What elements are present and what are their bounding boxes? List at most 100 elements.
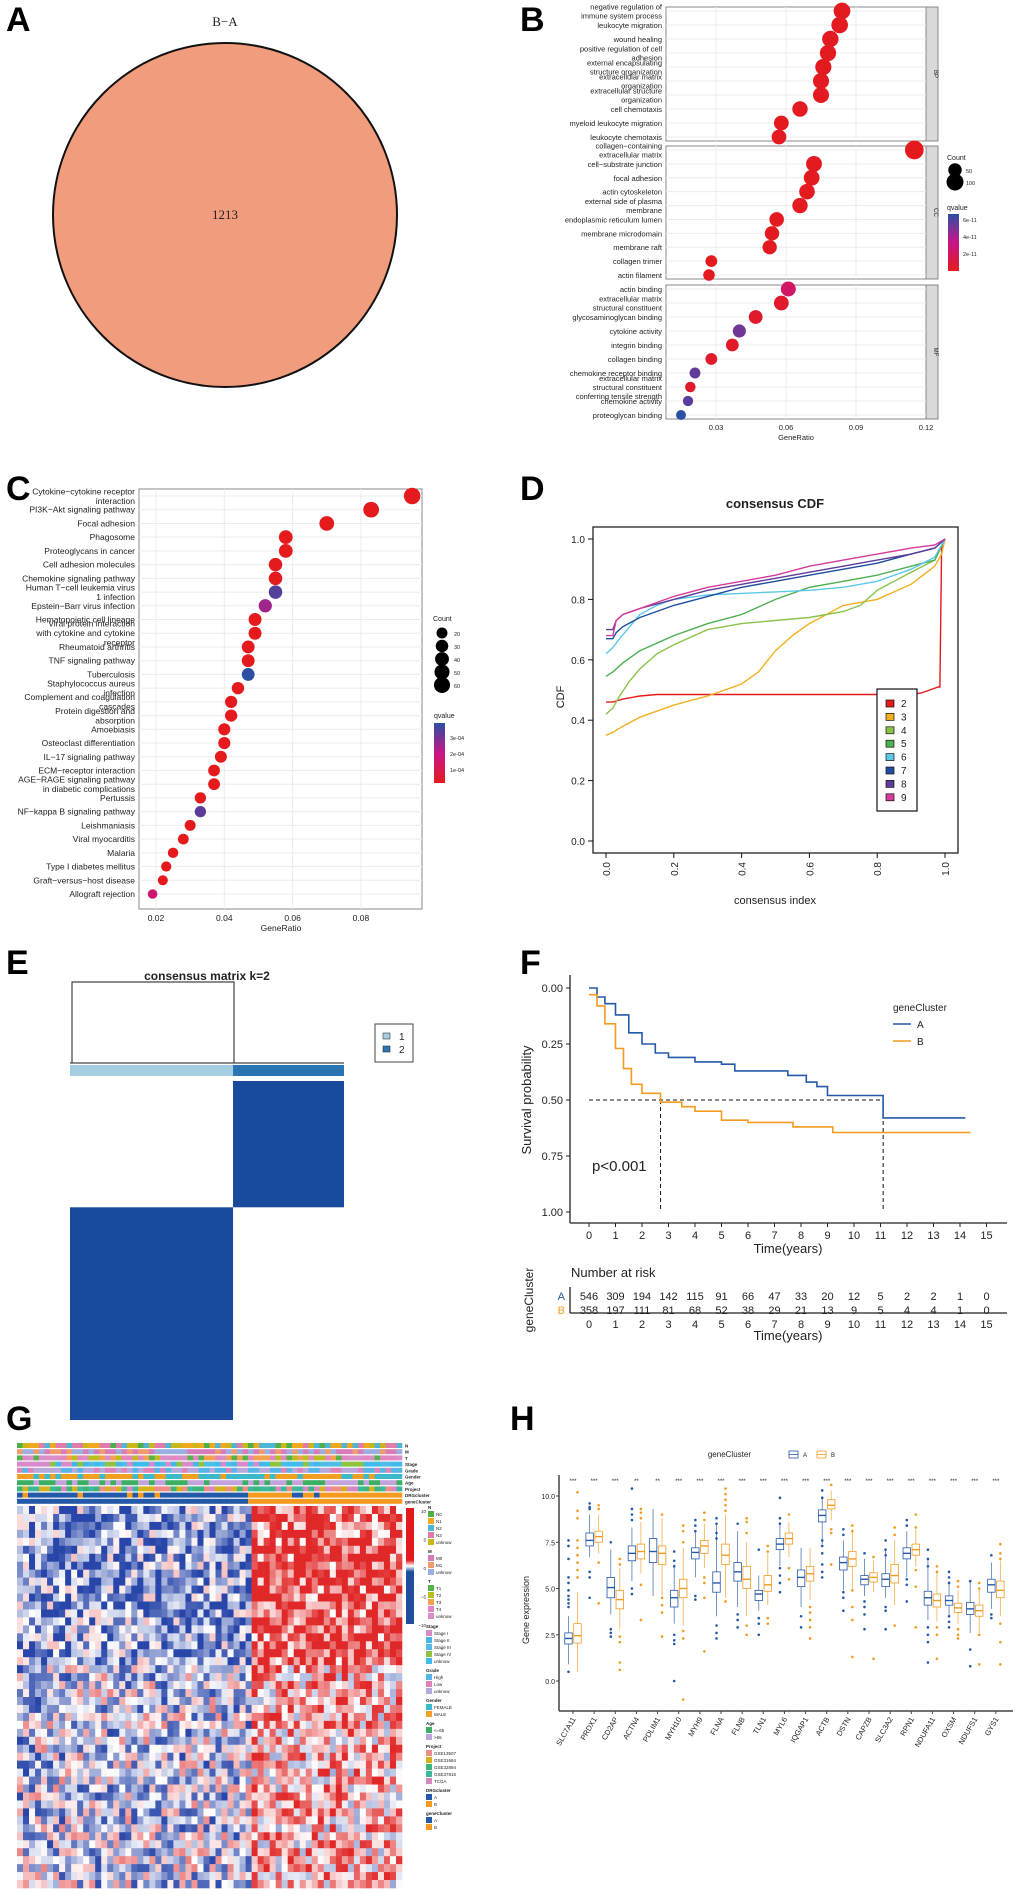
heatmap-cell	[293, 1808, 301, 1817]
annotation-cell	[94, 1480, 100, 1486]
annotation-row-label: T	[405, 1456, 408, 1461]
heatmap-cell	[173, 1816, 180, 1825]
heatmap-cell	[245, 1848, 252, 1857]
box-iqr	[573, 1623, 582, 1644]
outlier-point	[884, 1605, 887, 1609]
heatmap-cell	[113, 1601, 120, 1610]
legend-label: B	[434, 1825, 437, 1830]
heatmap-cell	[65, 1744, 72, 1754]
heatmap-cell	[311, 1840, 319, 1849]
heatmap-cell	[65, 1752, 72, 1761]
heatmap-cell	[149, 1856, 156, 1865]
risk-count: 91	[715, 1291, 727, 1303]
heatmap-cell	[155, 1768, 162, 1777]
annotation-cell	[380, 1443, 386, 1448]
risk-count: 9	[851, 1305, 857, 1317]
heatmap-cell	[53, 1880, 60, 1889]
heatmap-cell	[59, 1601, 66, 1610]
heatmap-cell	[203, 1521, 210, 1531]
annotation-cell	[231, 1480, 238, 1486]
heatmap-cell	[305, 1744, 313, 1754]
size-legend-label: 20	[454, 632, 460, 638]
risk-x-tick-label: 6	[745, 1319, 751, 1331]
heatmap-cell	[203, 1577, 210, 1586]
facet-plot-area	[665, 6, 927, 142]
annotation-cell	[292, 1449, 298, 1455]
annotation-cell	[308, 1443, 315, 1448]
risk-count: 21	[795, 1305, 807, 1317]
legend-swatch	[426, 1630, 432, 1636]
annotation-cell	[61, 1449, 67, 1455]
size-legend-dot	[433, 676, 451, 694]
annotation-cell	[231, 1449, 238, 1455]
heatmap-cell	[119, 1816, 126, 1825]
heatmap-cell	[23, 1880, 30, 1889]
annotation-cell	[226, 1455, 232, 1461]
heatmap-cell	[47, 1712, 54, 1722]
heatmap-cell	[329, 1521, 337, 1531]
heatmap-cell	[377, 1792, 385, 1801]
annotation-cell	[275, 1498, 282, 1504]
heatmap-cell	[287, 1728, 295, 1738]
pathway-dot	[268, 557, 283, 572]
annotation-cell	[385, 1461, 392, 1467]
heatmap-cell	[155, 1601, 162, 1610]
heatmap-cell	[251, 1880, 258, 1889]
annotation-cell	[149, 1455, 155, 1461]
heatmap-cell	[215, 1744, 222, 1754]
heatmap-cell	[101, 1521, 108, 1531]
heatmap-cell	[359, 1784, 367, 1793]
heatmap-cell	[149, 1625, 156, 1634]
heatmap-cell	[221, 1752, 228, 1761]
heatmap-cell	[227, 1840, 234, 1849]
heatmap-cell	[41, 1744, 48, 1754]
heatmap-cell	[125, 1816, 132, 1825]
heatmap-cell	[83, 1736, 90, 1746]
heatmap-cell	[53, 1704, 60, 1714]
annotation-cell	[292, 1492, 298, 1498]
heatmap-cell	[209, 1689, 216, 1698]
heatmap-cell	[269, 1776, 276, 1785]
annotation-cell	[121, 1461, 128, 1467]
heatmap-cell	[107, 1784, 114, 1793]
panel-label-e: E	[6, 944, 29, 982]
heatmap-cell	[101, 1784, 108, 1793]
heatmap-cell	[131, 1665, 138, 1674]
heatmap-cell	[155, 1553, 162, 1563]
heatmap-cell	[251, 1712, 258, 1722]
heatmap-cell	[197, 1800, 204, 1809]
heatmap-cell	[221, 1617, 228, 1626]
heatmap-cell	[257, 1800, 264, 1809]
heatmap-cell	[29, 1864, 36, 1873]
term-dot	[748, 310, 763, 324]
heatmap-cell	[227, 1704, 234, 1714]
annotation-cell	[94, 1455, 100, 1461]
term-dot	[792, 197, 808, 214]
heatmap-cell	[395, 1752, 403, 1761]
heatmap-cell	[293, 1649, 301, 1658]
term-label: cell−substrate junction	[588, 160, 662, 169]
term-label: chemokine activity	[601, 397, 663, 406]
heatmap-cell	[383, 1689, 391, 1698]
gene-label: CD2AP	[600, 1716, 620, 1742]
annotation-cell	[380, 1498, 386, 1504]
heatmap-cell	[251, 1633, 258, 1642]
heatmap-cell	[335, 1712, 343, 1722]
heatmap-cell	[47, 1776, 54, 1785]
annotation-cell	[204, 1461, 210, 1467]
annotation-cell	[275, 1492, 282, 1498]
heatmap-cell	[41, 1649, 48, 1658]
consensus-block-1	[70, 1207, 234, 1420]
heatmap-cell	[47, 1545, 54, 1555]
annotation-cell	[17, 1455, 23, 1461]
heatmap-cell	[293, 1506, 301, 1515]
annotation-cell	[83, 1498, 89, 1504]
heatmap-cell	[101, 1561, 108, 1570]
heatmap-cell	[299, 1880, 307, 1889]
heatmap-cell	[359, 1673, 367, 1682]
heatmap-cell	[41, 1776, 48, 1785]
heatmap-cell	[305, 1752, 313, 1761]
heatmap-cell	[173, 1697, 180, 1706]
heatmap-cell	[383, 1792, 391, 1801]
heatmap-cell	[335, 1880, 343, 1889]
